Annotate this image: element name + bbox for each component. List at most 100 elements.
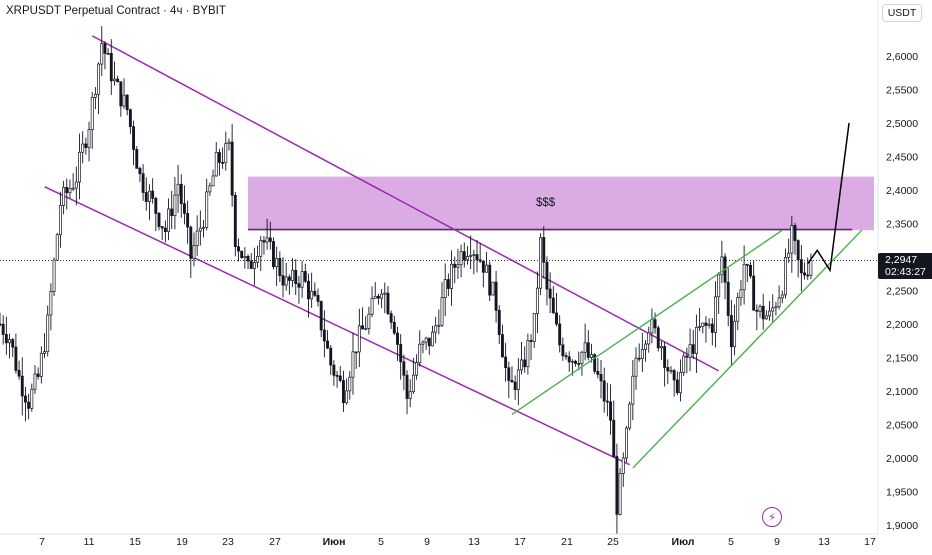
candle-body: [485, 264, 488, 273]
candle-body: [392, 321, 396, 334]
candle-body: [704, 322, 708, 326]
candle-body: [644, 343, 647, 350]
channel-lower-line: [44, 185, 630, 466]
candle-body: [535, 287, 539, 314]
candle-body: [510, 380, 514, 383]
x-axis: 7 11 15 19 23 27 Июн 5 9 13 17 21 25 Июл 5 9 13 17: [0, 533, 878, 548]
x-tick-label: 23: [222, 536, 234, 548]
candle-body: [453, 263, 457, 268]
candle-body: [799, 259, 803, 274]
candle-body: [268, 237, 272, 242]
candle-body: [151, 190, 155, 199]
candle-body: [694, 326, 698, 354]
candle-body: [106, 53, 110, 55]
candle-body: [526, 340, 530, 368]
candle-body: [494, 281, 498, 311]
candle-body: [796, 240, 800, 260]
candle-body: [605, 400, 609, 403]
candle-body: [30, 388, 34, 409]
x-tick-label: 13: [468, 536, 480, 548]
candle-body: [577, 363, 581, 365]
candle-body: [787, 252, 791, 258]
candle-body: [97, 63, 101, 95]
y-tick-label: 2,4500: [886, 152, 918, 164]
candle-body: [634, 357, 638, 377]
candle-body: [329, 347, 333, 366]
candle-body: [240, 250, 244, 258]
candle-body: [230, 141, 234, 196]
candle-body: [52, 259, 56, 292]
x-tick-label: 13: [818, 536, 830, 548]
candle-body: [570, 360, 574, 363]
candle-body: [599, 374, 603, 382]
x-tick-label: 15: [129, 536, 141, 548]
x-tick-label: 17: [864, 536, 876, 548]
candle-body: [326, 340, 329, 349]
y-tick-label: 2,2000: [886, 319, 918, 331]
candle-body: [618, 473, 622, 515]
candle-body: [43, 351, 46, 354]
candle-body: [55, 234, 59, 261]
candle-body: [313, 290, 317, 296]
y-tick-label: 2,5000: [886, 118, 918, 130]
candle-body: [265, 237, 269, 243]
candle-body: [249, 260, 253, 269]
candle-body: [291, 269, 295, 281]
candle-body: [341, 380, 345, 404]
candle-body: [408, 391, 412, 399]
candle-body: [135, 149, 139, 169]
candle-body: [287, 276, 291, 281]
candle-body: [294, 269, 298, 284]
candle-body: [198, 227, 202, 232]
candle-body: [504, 356, 508, 369]
candle-body: [138, 168, 142, 175]
candle-body: [574, 360, 578, 364]
candle-body: [71, 187, 75, 190]
candle-body: [726, 281, 730, 316]
candle-body: [386, 292, 390, 314]
candle-body: [11, 339, 15, 348]
candle-body: [227, 141, 231, 144]
candle-body: [612, 419, 616, 457]
candle-body: [23, 395, 27, 403]
candle-body: [173, 194, 177, 217]
candle-body: [58, 205, 62, 236]
candle-body: [609, 401, 613, 421]
candle-body: [65, 187, 69, 194]
candle-body: [478, 259, 482, 262]
x-tick-label: 27: [269, 536, 281, 548]
candle-body: [154, 197, 158, 214]
candle-body: [698, 326, 702, 328]
candle-body: [310, 290, 314, 300]
candle-body: [459, 251, 463, 266]
bar-countdown: 02:43:27: [885, 266, 926, 278]
candle-body: [307, 280, 310, 300]
overlay-layer: [511, 122, 863, 469]
candle-body: [558, 323, 562, 346]
lightning-icon[interactable]: ⚡: [762, 507, 782, 527]
candle-body: [431, 331, 434, 347]
candle-body: [62, 187, 66, 206]
candle-body: [542, 237, 546, 263]
candle-layer: [0, 26, 813, 535]
candle-body: [179, 183, 183, 205]
candle-body: [421, 341, 425, 345]
x-tick-label: Июн: [323, 536, 346, 548]
y-tick-label: 2,5500: [886, 85, 918, 97]
candle-body: [440, 297, 444, 326]
x-tick-label: 9: [424, 536, 430, 548]
candle-body: [119, 81, 123, 107]
candle-body: [132, 126, 136, 150]
currency-button[interactable]: USDT: [882, 4, 922, 22]
wedge-lower-line: [632, 229, 863, 469]
candle-body: [469, 254, 473, 257]
candle-body: [491, 281, 495, 296]
drawing-layer: [44, 35, 720, 466]
candle-body: [208, 185, 212, 193]
candle-body: [666, 367, 670, 372]
candle-body: [481, 260, 485, 273]
candle-body: [176, 183, 180, 196]
candle-body: [284, 276, 288, 286]
